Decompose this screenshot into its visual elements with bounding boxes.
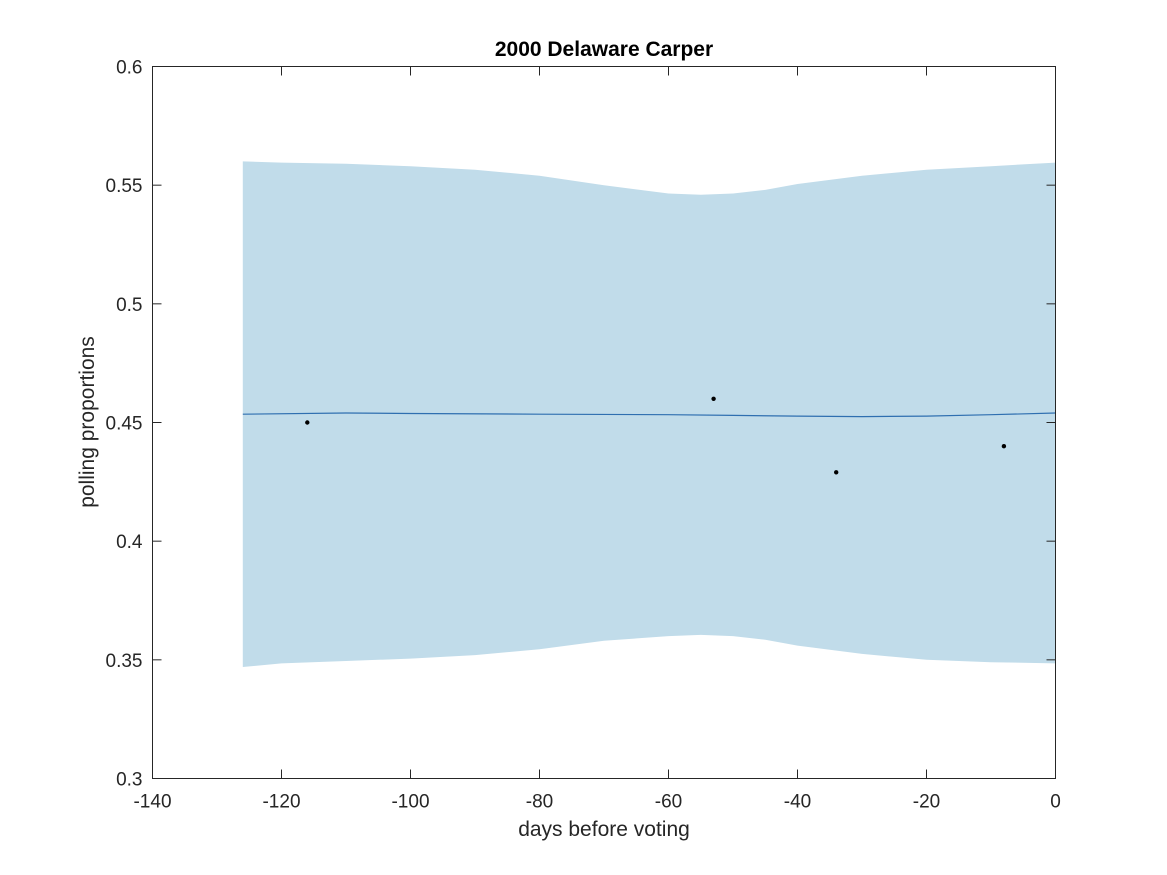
y-tick-label: 0.55 — [106, 176, 143, 197]
x-tick-label: -120 — [262, 792, 300, 813]
y-tick-label: 0.4 — [116, 532, 143, 553]
x-tick-label: -40 — [784, 792, 811, 813]
x-tick-labels: -140 -120 -100 -80 -60 -40 -20 0 — [133, 792, 1060, 813]
poll-point — [1001, 444, 1007, 449]
x-tick-label: -140 — [133, 792, 171, 813]
y-axis-label: polling proportions — [76, 336, 99, 508]
y-tick-label: 0.6 — [116, 58, 142, 79]
x-tick-label: 0 — [1050, 792, 1061, 813]
chart-title: 2000 Delaware Carper — [495, 38, 713, 61]
x-tick-label: -20 — [913, 792, 940, 813]
poll-point — [305, 420, 310, 425]
poll-points-layer — [305, 396, 1007, 475]
trend-line-layer — [242, 412, 1056, 418]
poll-point — [834, 470, 839, 475]
x-tick-label: -60 — [655, 792, 682, 813]
y-tick-label: 0.35 — [106, 651, 143, 672]
y-tick-label: 0.5 — [116, 295, 142, 316]
plot-area — [242, 161, 1056, 667]
x-tick-label: -100 — [391, 792, 429, 813]
y-tick-label: 0.45 — [106, 414, 143, 435]
x-axis-label: days before voting — [518, 818, 690, 841]
ticks-layer — [152, 66, 1056, 779]
y-tick-labels: 0.3 0.35 0.4 0.45 0.5 0.55 0.6 — [106, 58, 143, 791]
y-tick-label: 0.3 — [116, 770, 142, 791]
poll-point — [711, 396, 716, 401]
trend-line — [242, 412, 1056, 418]
x-tick-label: -80 — [526, 792, 553, 813]
